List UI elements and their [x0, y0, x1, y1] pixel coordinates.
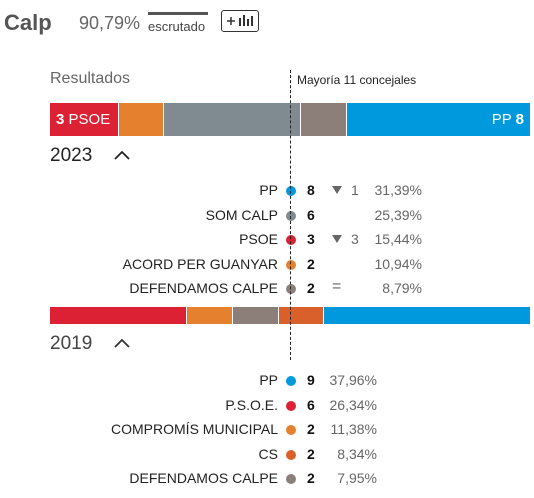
- majority-label: Mayoría 11 concejales: [297, 73, 417, 87]
- seat-segment: [164, 103, 302, 136]
- party-row: ACORD PER GUANYAR 2 10,94%: [0, 252, 534, 277]
- party-row: P.S.O.E. 6 26,34%: [0, 393, 534, 418]
- seat-change: 3: [332, 231, 359, 247]
- seat-segment: [232, 307, 279, 324]
- year-toggle-2019[interactable]: 2019: [50, 333, 130, 357]
- seat-segment: PP 8: [347, 103, 530, 136]
- party-seats: 2: [307, 421, 315, 437]
- party-vote-percentage: 31,39%: [374, 182, 422, 198]
- results-table-2023: PP 8 1 31,39% SOM CALP 6 25,39% PSOE 3 3 15,44% ACO…: [0, 178, 534, 301]
- party-vote-percentage: 11,38%: [330, 421, 377, 437]
- year-toggle-2023[interactable]: 2023: [50, 145, 130, 169]
- seat-change: =: [332, 278, 342, 295]
- party-color-dot: [286, 186, 296, 196]
- party-color-dot: [286, 235, 296, 245]
- party-vote-percentage: 7,95%: [337, 470, 377, 486]
- party-vote-percentage: 37,96%: [329, 372, 377, 388]
- seat-segment: [324, 307, 530, 324]
- party-vote-percentage: 8,79%: [382, 280, 422, 296]
- party-color-dot: [286, 284, 296, 294]
- seat-segment: [118, 103, 165, 136]
- counted-percentage: 90,79%: [79, 13, 141, 33]
- triangle-down-icon: [332, 186, 342, 194]
- party-color-dot: [286, 400, 296, 411]
- party-row: DEFENDAMOS CALPE 2 = 8,79%: [0, 276, 534, 301]
- results-header: Calp 90,79% escrutado: [4, 8, 524, 38]
- counted-label: escrutado: [148, 19, 206, 34]
- party-seats: 6: [307, 396, 315, 413]
- seat-segment: [50, 307, 188, 324]
- party-seats: 2: [307, 470, 315, 486]
- results-table-2019: PP 9 37,96% P.S.O.E. 6 26,34% COMPROMÍS MUNICI…: [0, 368, 534, 491]
- party-row: SOM CALP 6 25,39%: [0, 203, 534, 228]
- seat-segment: 3 PSOE: [50, 103, 119, 136]
- seat-segment: [187, 307, 233, 324]
- party-color-dot: [286, 449, 296, 460]
- party-vote-percentage: 26,34%: [329, 396, 377, 413]
- seat-segment-label: PP 8: [491, 111, 524, 128]
- party-name: ACORD PER GUANYAR: [122, 255, 278, 272]
- party-name: DEFENDAMOS CALPE: [129, 280, 278, 296]
- party-row: COMPROMÍS MUNICIPAL 2 11,38%: [0, 417, 534, 442]
- city-title: Calp: [4, 10, 52, 35]
- party-name: CS: [258, 445, 278, 462]
- add-chart-icon: [227, 15, 253, 26]
- party-seats: 3: [307, 231, 315, 247]
- add-chart-button[interactable]: [221, 10, 259, 32]
- party-vote-percentage: 25,39%: [374, 206, 422, 223]
- party-row: PP 9 37,96%: [0, 368, 534, 393]
- party-color-dot: [286, 210, 296, 221]
- party-color-dot: [286, 425, 296, 435]
- party-seats: 2: [307, 280, 315, 296]
- party-seats: 8: [307, 182, 315, 198]
- year-label-2023: 2023: [50, 145, 93, 166]
- party-name: SOM CALP: [205, 206, 278, 223]
- party-name: COMPROMÍS MUNICIPAL: [111, 421, 278, 437]
- seat-bar-2023: 3 PSOE PP 8: [50, 103, 530, 136]
- party-name: DEFENDAMOS CALPE: [129, 470, 278, 486]
- party-color-dot: [286, 376, 296, 386]
- party-name: PSOE: [239, 231, 278, 247]
- seat-bar-2019: [50, 307, 530, 324]
- party-row: PP 8 1 31,39%: [0, 178, 534, 203]
- party-row: DEFENDAMOS CALPE 2 7,95%: [0, 466, 534, 491]
- counted-progress-bar: [148, 12, 208, 15]
- results-label: Resultados: [50, 70, 131, 87]
- party-seats: 2: [307, 255, 315, 272]
- party-name: P.S.O.E.: [225, 396, 278, 413]
- party-seats: 2: [307, 445, 315, 462]
- seat-segment: [301, 103, 348, 136]
- seat-segment-label: 3 PSOE: [56, 111, 111, 128]
- party-vote-percentage: 15,44%: [374, 231, 422, 247]
- counted-indicator: escrutado: [148, 12, 208, 34]
- party-seats: 6: [307, 206, 315, 223]
- year-label-2019: 2019: [50, 333, 93, 354]
- party-row: CS 2 8,34%: [0, 442, 534, 467]
- party-name: PP: [259, 372, 278, 388]
- party-vote-percentage: 10,94%: [374, 255, 422, 272]
- seat-segment: [278, 307, 325, 324]
- party-color-dot: [286, 259, 296, 270]
- chevron-up-icon: [114, 338, 130, 348]
- party-seats: 9: [307, 372, 315, 388]
- party-vote-percentage: 8,34%: [337, 445, 377, 462]
- party-color-dot: [286, 474, 296, 484]
- party-row: PSOE 3 3 15,44%: [0, 227, 534, 252]
- party-name: PP: [259, 182, 278, 198]
- triangle-down-icon: [332, 235, 342, 243]
- chevron-up-icon: [114, 150, 130, 160]
- majority-line: [290, 70, 291, 360]
- seat-change: 1: [332, 182, 359, 198]
